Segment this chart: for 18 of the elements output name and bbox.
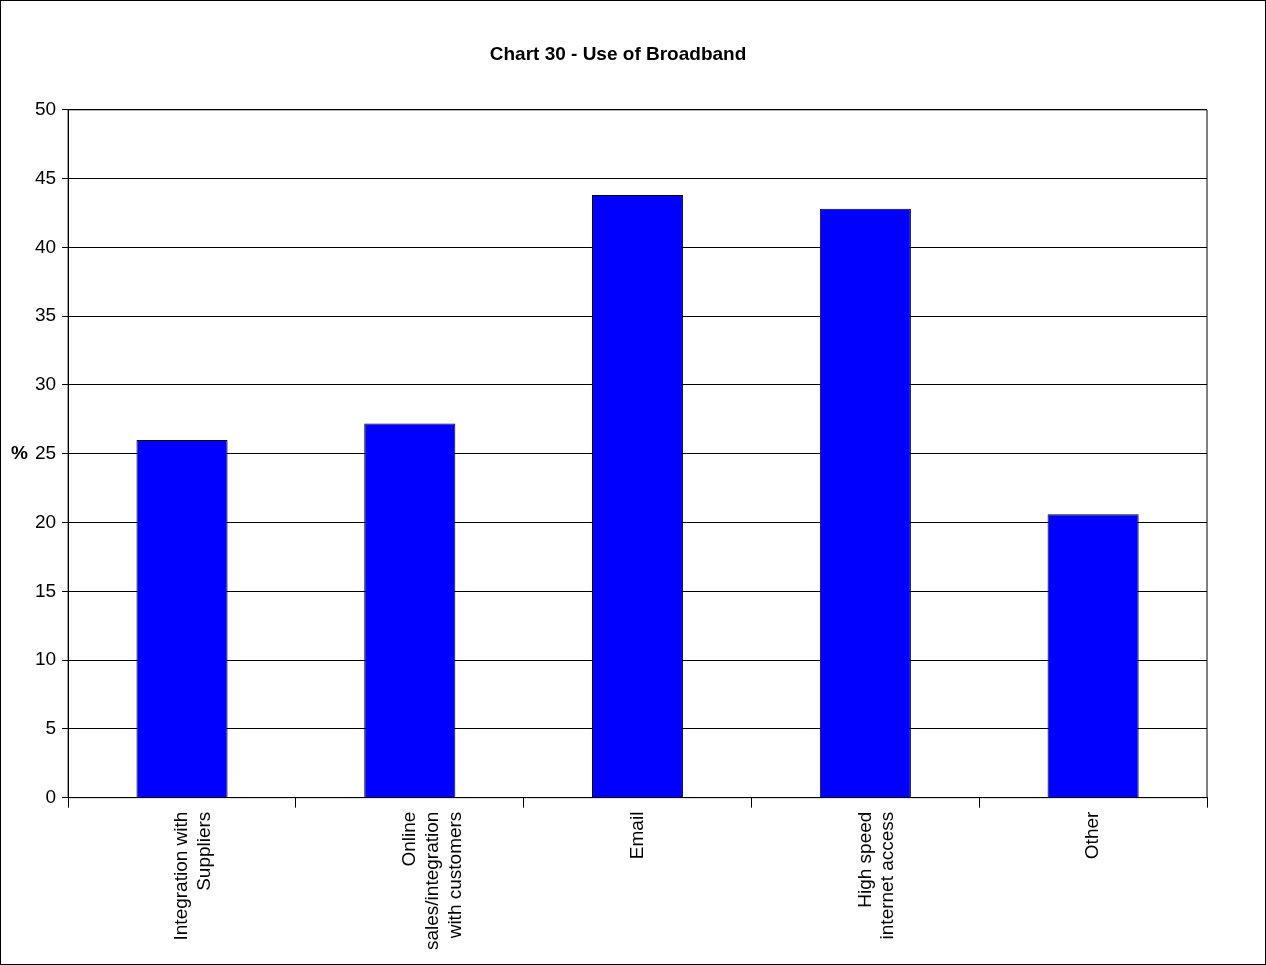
- y-tick-label: 45: [34, 166, 57, 188]
- x-tick-label: Online sales/integration with customers: [398, 811, 465, 951]
- y-tick-label: 25: [34, 441, 57, 463]
- y-tick-label: 0: [45, 785, 57, 807]
- y-tick-label: 30: [34, 373, 57, 395]
- y-tick-label: 20: [34, 510, 57, 532]
- y-tick-label: 15: [34, 579, 57, 601]
- chart-title: Chart 30 - Use of Broadband: [489, 42, 747, 64]
- y-tick-label: 5: [45, 717, 57, 739]
- y-tick-label: 35: [34, 304, 57, 326]
- x-tick-label: Integration with Suppliers: [170, 811, 215, 941]
- x-tick-label: Other: [1081, 810, 1103, 860]
- y-axis-title: %: [11, 441, 28, 463]
- y-tick-label: 40: [34, 235, 57, 257]
- x-tick-label: Email: [625, 811, 647, 860]
- y-tick-label: 10: [34, 648, 57, 670]
- x-tick-label: High speed internet access: [853, 811, 898, 940]
- y-tick-label: 50: [34, 98, 57, 120]
